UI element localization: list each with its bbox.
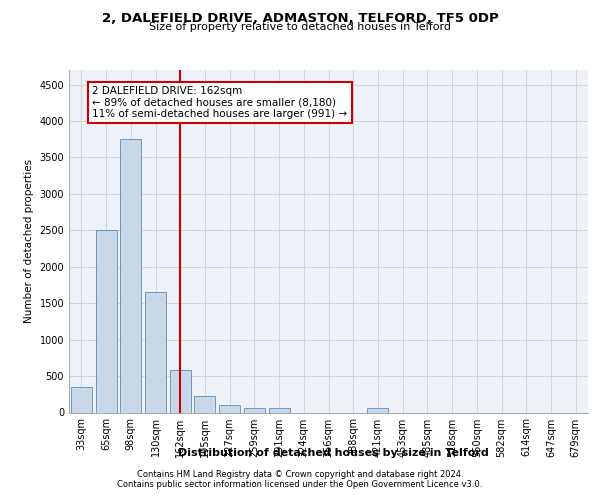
Bar xyxy=(120,139,141,412)
Y-axis label: Number of detached properties: Number of detached properties xyxy=(24,159,34,324)
Bar xyxy=(145,292,166,412)
Bar xyxy=(219,405,240,412)
Text: 2 DALEFIELD DRIVE: 162sqm
← 89% of detached houses are smaller (8,180)
11% of se: 2 DALEFIELD DRIVE: 162sqm ← 89% of detac… xyxy=(92,86,347,119)
Text: Distribution of detached houses by size in Telford: Distribution of detached houses by size … xyxy=(178,448,488,458)
Text: Size of property relative to detached houses in Telford: Size of property relative to detached ho… xyxy=(149,22,451,32)
Text: Contains public sector information licensed under the Open Government Licence v3: Contains public sector information licen… xyxy=(118,480,482,489)
Bar xyxy=(194,396,215,412)
Bar xyxy=(244,408,265,412)
Bar xyxy=(269,408,290,412)
Text: 2, DALEFIELD DRIVE, ADMASTON, TELFORD, TF5 0DP: 2, DALEFIELD DRIVE, ADMASTON, TELFORD, T… xyxy=(101,12,499,26)
Bar xyxy=(367,408,388,412)
Text: Contains HM Land Registry data © Crown copyright and database right 2024.: Contains HM Land Registry data © Crown c… xyxy=(137,470,463,479)
Bar xyxy=(170,370,191,412)
Bar xyxy=(95,230,116,412)
Bar xyxy=(71,387,92,412)
